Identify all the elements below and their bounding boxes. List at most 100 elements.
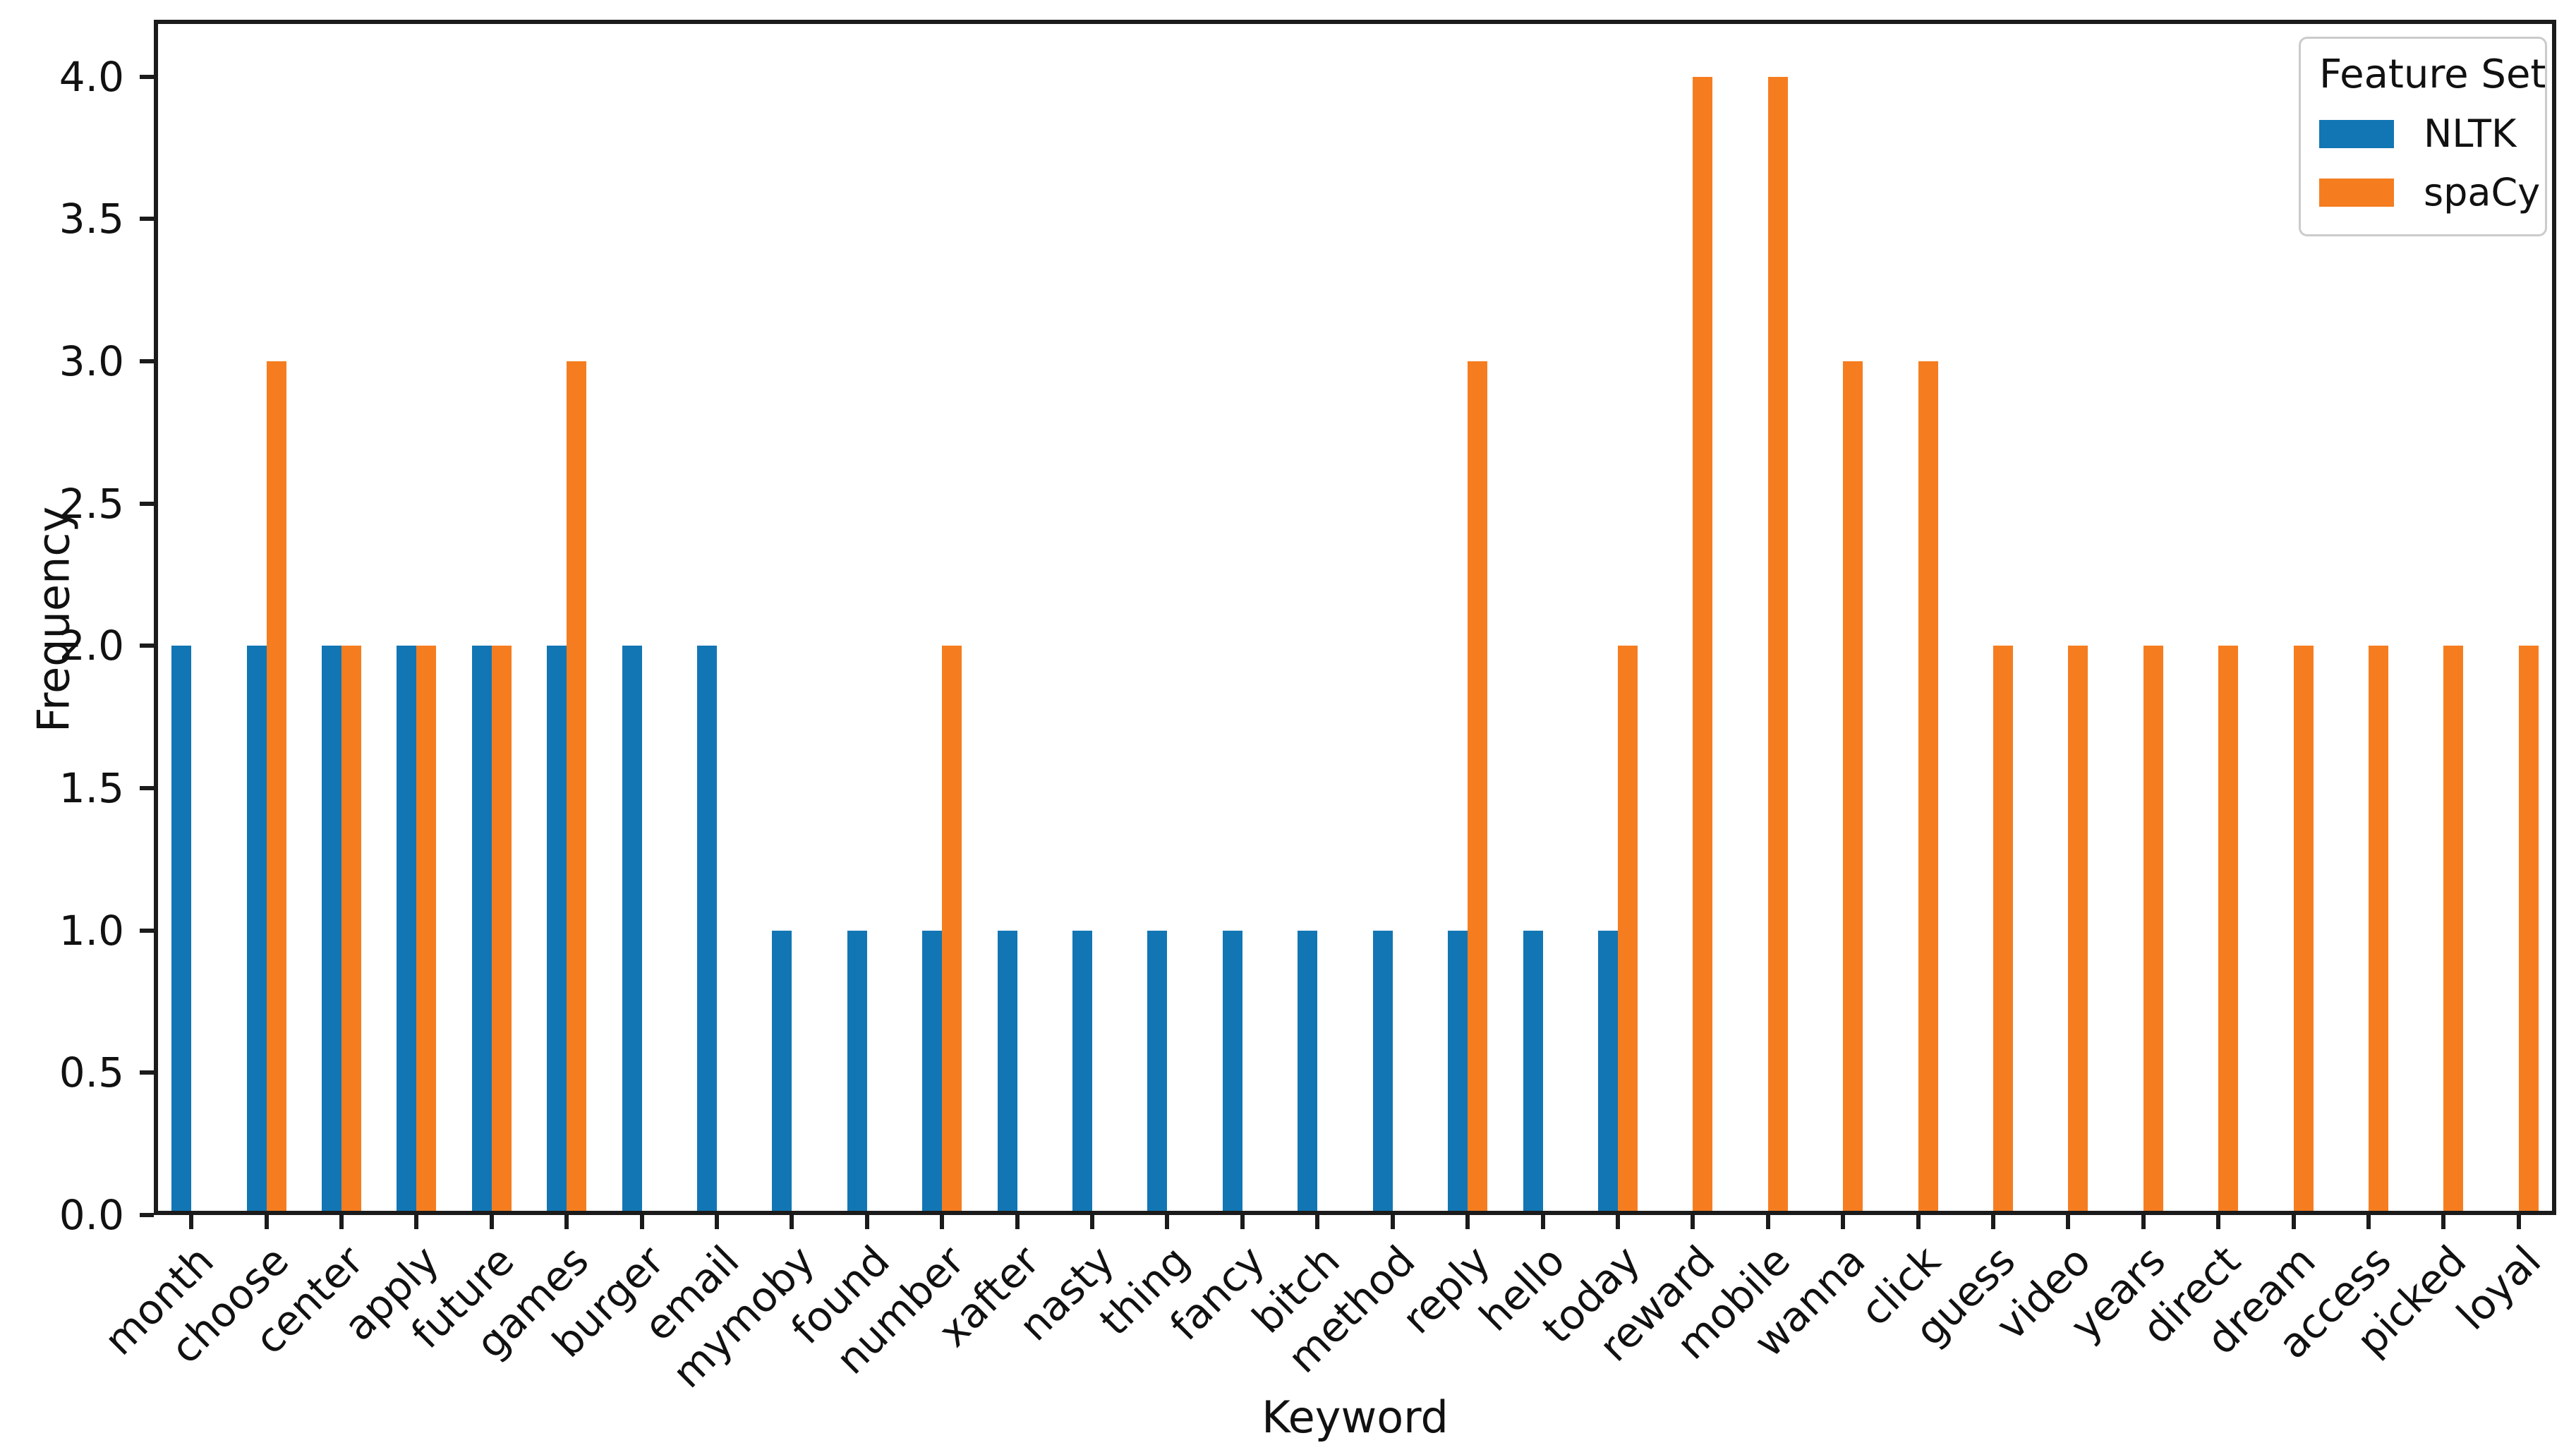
bar-nltk-choose — [246, 646, 267, 1215]
x-tick-mark — [2516, 1215, 2521, 1229]
plot-area: 0.0 0.5 1.0 1.5 2.0 2.5 3.0 3.5 4.0 month choose c… — [59, 20, 2556, 1397]
bar-spacy-number — [942, 646, 962, 1215]
x-tick-mark — [1841, 1215, 1846, 1229]
x-tick-mark — [1765, 1215, 1770, 1229]
bar-spacy-reply — [1468, 361, 1488, 1215]
category-slot-years: years — [2061, 20, 2181, 1350]
x-tick-mark — [1691, 1215, 1695, 1229]
category-slot-access: access — [2268, 20, 2406, 1368]
x-tick-mark — [489, 1215, 494, 1229]
bar-spacy-video — [2068, 646, 2088, 1215]
category-slot-burger: burger — [543, 20, 679, 1367]
x-tick-mark — [715, 1215, 720, 1229]
category-slot-number: number — [827, 20, 979, 1384]
bar-nltk-number — [922, 930, 943, 1215]
bar-nltk-thing — [1147, 930, 1168, 1215]
x-tick-mark — [1090, 1215, 1095, 1229]
y-tick-label: 0.0 — [59, 1191, 124, 1239]
legend-item-nltk: NLTK — [2319, 111, 2527, 156]
y-axis-ticks: 0.0 0.5 1.0 1.5 2.0 2.5 3.0 3.5 4.0 — [59, 20, 2556, 1239]
x-tick-mark — [1165, 1215, 1170, 1229]
legend: Feature Set NLTK spaCy — [2299, 37, 2547, 236]
bar-spacy-choose — [266, 361, 286, 1215]
bar-nltk-games — [547, 646, 567, 1215]
bar-spacy-years — [2143, 646, 2163, 1215]
category-slot-mymoby: mymoby — [663, 20, 829, 1397]
y-tick-label: 3.5 — [59, 195, 124, 243]
x-tick-mark — [2441, 1215, 2446, 1229]
y-tick-label: 1.5 — [59, 764, 124, 812]
bar-nltk-found — [847, 930, 867, 1215]
category-slot-apply: apply — [334, 20, 454, 1350]
y-tick-mark — [140, 358, 154, 363]
bar-spacy-center — [341, 646, 362, 1215]
category-slot-center: center — [246, 20, 379, 1364]
x-tick-mark — [2366, 1215, 2371, 1229]
category-slot-thing: thing — [1090, 20, 1204, 1345]
y-tick-label: 2.5 — [59, 479, 124, 528]
bar-spacy-reward — [1693, 76, 1713, 1215]
bar-spacy-wanna — [1843, 361, 1863, 1215]
x-tick-mark — [2066, 1215, 2071, 1229]
x-tick-mark — [1390, 1215, 1395, 1229]
legend-label-nltk: NLTK — [2424, 111, 2517, 156]
x-tick-label: reply — [1392, 1236, 1499, 1343]
x-tick-mark — [940, 1215, 945, 1229]
x-tick-label: loyal — [2447, 1236, 2551, 1339]
y-tick-mark — [140, 1213, 154, 1217]
category-slot-method: method — [1278, 20, 1430, 1382]
legend-label-spacy: spaCy — [2424, 170, 2541, 215]
x-tick-mark — [1240, 1215, 1245, 1229]
bar-nltk-fancy — [1222, 930, 1242, 1215]
bar-spacy-click — [1918, 361, 1938, 1215]
x-tick-mark — [189, 1215, 194, 1229]
category-slot-dream: dream — [2198, 20, 2330, 1364]
y-tick-mark — [140, 74, 154, 79]
bar-spacy-today — [1617, 646, 1638, 1215]
y-tick-mark — [140, 928, 154, 933]
x-tick-mark — [1615, 1215, 1620, 1229]
x-tick-mark — [414, 1215, 419, 1229]
bars-container: month choose center apply future games burger e… — [95, 20, 2556, 1397]
x-tick-mark — [1916, 1215, 1921, 1229]
x-tick-mark — [1990, 1215, 1995, 1229]
category-slot-reward: reward — [1590, 20, 1730, 1371]
category-slot-video: video — [1987, 20, 2105, 1350]
x-tick-mark — [264, 1215, 269, 1229]
legend-items: NLTK spaCy — [2319, 111, 2540, 215]
bar-nltk-email — [697, 646, 718, 1215]
y-tick-label: 1.0 — [59, 906, 124, 955]
category-slot-mobile: mobile — [1667, 20, 1806, 1369]
bar-nltk-hello — [1523, 930, 1543, 1215]
bar-spacy-dream — [2293, 646, 2314, 1215]
bar-nltk-future — [471, 646, 492, 1215]
category-slot-nasty: nasty — [1010, 20, 1130, 1350]
bar-nltk-apply — [397, 646, 417, 1215]
category-slot-choose: choose — [162, 20, 303, 1373]
category-slot-email: email — [634, 20, 754, 1351]
y-tick-label: 0.5 — [59, 1049, 124, 1097]
y-tick-label: 2.0 — [59, 622, 124, 670]
x-axis-title: Keyword — [1262, 1391, 1449, 1443]
bar-nltk-nasty — [1072, 930, 1093, 1215]
bar-nltk-burger — [622, 646, 642, 1215]
bar-nltk-mymoby — [772, 930, 792, 1215]
legend-swatch-spacy — [2319, 178, 2394, 207]
x-tick-mark — [1540, 1215, 1545, 1229]
category-slot-hello: hello — [1470, 20, 1580, 1341]
bar-nltk-xafter — [997, 930, 1017, 1215]
category-slot-click: click — [1851, 20, 1955, 1335]
category-slot-fancy: fancy — [1161, 20, 1280, 1350]
x-tick-mark — [639, 1215, 644, 1229]
x-tick-mark — [790, 1215, 794, 1229]
y-tick-mark — [140, 1070, 154, 1075]
bar-spacy-mobile — [1767, 76, 1788, 1215]
bar-nltk-reply — [1448, 930, 1468, 1215]
x-tick-mark — [2291, 1215, 2296, 1229]
bar-spacy-direct — [2218, 646, 2239, 1215]
bar-nltk-bitch — [1298, 930, 1318, 1215]
x-tick-mark — [1015, 1215, 1020, 1229]
category-slot-month: month — [95, 20, 229, 1365]
bar-spacy-access — [2368, 646, 2388, 1215]
